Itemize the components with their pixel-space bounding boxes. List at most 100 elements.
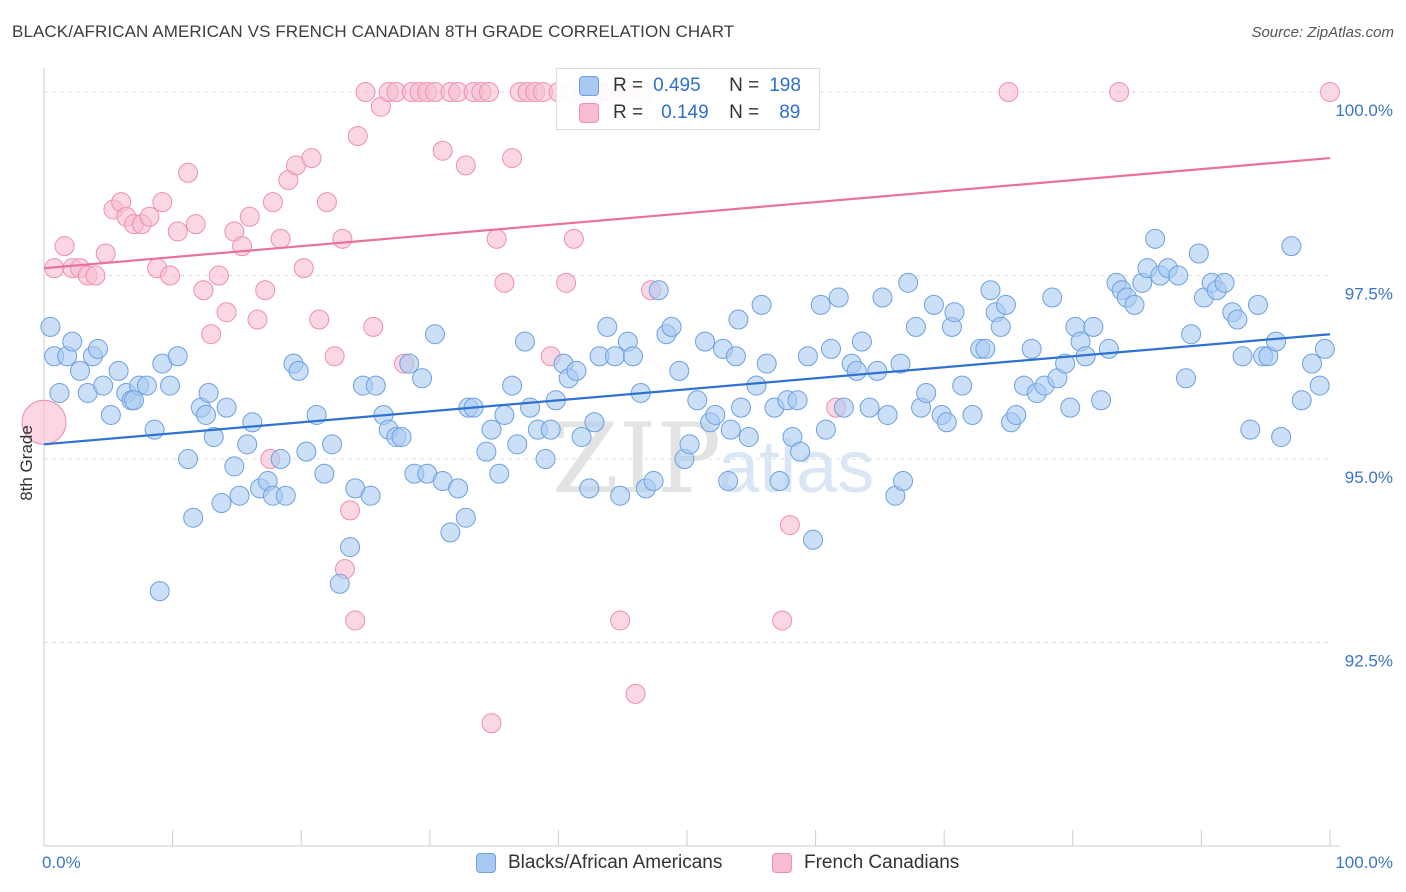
trend-line-french-canadians <box>43 156 1331 270</box>
point-blacks-146 <box>990 316 1011 337</box>
point-french-canadians-88 <box>1320 82 1340 103</box>
point-french-canadians-27 <box>247 309 268 330</box>
stats-blue-n-value: 198 <box>769 75 801 96</box>
point-blacks-8 <box>88 338 109 359</box>
point-french-canadians-33 <box>293 258 314 279</box>
point-french-canadians-41 <box>355 82 376 103</box>
stats-blue-r-label: R = <box>613 75 644 96</box>
point-blacks-105 <box>738 426 759 447</box>
point-blacks-144 <box>980 280 1001 301</box>
point-blacks-25 <box>211 493 232 514</box>
point-blacks-34 <box>270 449 291 470</box>
point-blacks-192 <box>1309 375 1330 396</box>
point-blacks-54 <box>412 368 433 389</box>
point-french-canadians-19 <box>185 214 206 235</box>
source-label: Source: ZipAtlas.com <box>1251 24 1394 41</box>
point-blacks-2 <box>49 382 70 403</box>
point-blacks-107 <box>751 294 772 315</box>
point-blacks-120 <box>828 287 849 308</box>
point-blacks-104 <box>731 397 752 418</box>
point-blacks-90 <box>648 280 669 301</box>
y-tick-label-3: 92.5% <box>1345 652 1393 671</box>
point-blacks-80 <box>584 412 605 433</box>
point-blacks-63 <box>476 441 497 462</box>
point-blacks-143 <box>975 338 996 359</box>
point-blacks-114 <box>790 441 811 462</box>
point-french-canadians-80 <box>772 610 793 631</box>
point-blacks-182 <box>1232 346 1253 367</box>
point-blacks-190 <box>1291 390 1312 411</box>
stats-swatch-pink <box>579 103 599 123</box>
point-blacks-86 <box>622 346 643 367</box>
point-blacks-189 <box>1281 236 1302 257</box>
point-blacks-179 <box>1214 272 1235 293</box>
point-blacks-103 <box>725 346 746 367</box>
legend-item-blacks[interactable]: Blacks/African Americans <box>476 852 722 874</box>
point-french-canadians-85 <box>481 713 502 734</box>
point-blacks-135 <box>923 294 944 315</box>
point-blacks-128 <box>877 404 898 425</box>
point-french-canadians-20 <box>193 280 214 301</box>
point-french-canadians-15 <box>152 192 173 213</box>
tick-labels: 100.0% 97.5% 95.0% 92.5% 0.0% 100.0% <box>42 101 1393 872</box>
point-french-canadians-67 <box>556 272 577 293</box>
point-blacks-0 <box>40 316 61 337</box>
point-blacks-21 <box>183 507 204 528</box>
point-blacks-77 <box>566 360 587 381</box>
point-blacks-89 <box>643 471 664 492</box>
stats-blue-r-value: 0.495 <box>653 75 701 96</box>
point-blacks-20 <box>178 449 199 470</box>
point-blacks-125 <box>859 397 880 418</box>
point-blacks-183 <box>1240 419 1261 440</box>
point-french-canadians-86 <box>998 82 1019 103</box>
point-french-canadians-30 <box>270 228 291 249</box>
point-french-canadians-87 <box>1109 82 1130 103</box>
point-blacks-166 <box>1124 294 1145 315</box>
point-blacks-70 <box>520 397 541 418</box>
point-blacks-59 <box>448 478 469 499</box>
point-french-canadians-60 <box>502 148 523 169</box>
point-blacks-37 <box>288 360 309 381</box>
point-blacks-193 <box>1314 338 1335 359</box>
trend-lines <box>43 156 1331 446</box>
point-blacks-139 <box>944 302 965 323</box>
legend-item-french-canadians[interactable]: French Canadians <box>772 852 959 874</box>
stats-pink-r-label: R = <box>613 102 644 123</box>
y-tick-label-2: 95.0% <box>1345 468 1393 487</box>
point-french-canadians-54 <box>455 155 476 176</box>
point-french-canadians-76 <box>625 683 646 704</box>
point-blacks-108 <box>756 353 777 374</box>
point-blacks-47 <box>365 375 386 396</box>
point-blacks-181 <box>1227 309 1248 330</box>
point-blacks-51 <box>391 426 412 447</box>
point-blacks-106 <box>746 375 767 396</box>
point-blacks-110 <box>769 471 790 492</box>
point-blacks-132 <box>905 316 926 337</box>
point-french-canadians-16 <box>160 265 181 286</box>
point-blacks-38 <box>296 441 317 462</box>
point-blacks-161 <box>1091 390 1112 411</box>
point-french-canadians-26 <box>239 206 260 227</box>
point-blacks-131 <box>898 272 919 293</box>
point-blacks-52 <box>399 353 420 374</box>
point-blacks-41 <box>322 434 343 455</box>
point-blacks-28 <box>229 485 250 506</box>
point-blacks-148 <box>1006 404 1027 425</box>
y-tick-label-1: 97.5% <box>1345 285 1393 304</box>
point-blacks-9 <box>93 375 114 396</box>
point-french-canadians-6 <box>85 265 106 286</box>
point-blacks-127 <box>872 287 893 308</box>
point-blacks-79 <box>579 478 600 499</box>
point-blacks-58 <box>440 522 461 543</box>
point-blacks-23 <box>196 404 217 425</box>
point-blacks-115 <box>797 346 818 367</box>
stats-row-blue: R = 0.495 N = 198 <box>579 75 801 97</box>
point-blacks-93 <box>669 360 690 381</box>
point-french-canadians-22 <box>208 265 229 286</box>
point-blacks-172 <box>1168 265 1189 286</box>
point-blacks-174 <box>1181 324 1202 345</box>
point-french-canadians-18 <box>178 162 199 183</box>
point-blacks-92 <box>661 316 682 337</box>
point-blacks-96 <box>687 390 708 411</box>
